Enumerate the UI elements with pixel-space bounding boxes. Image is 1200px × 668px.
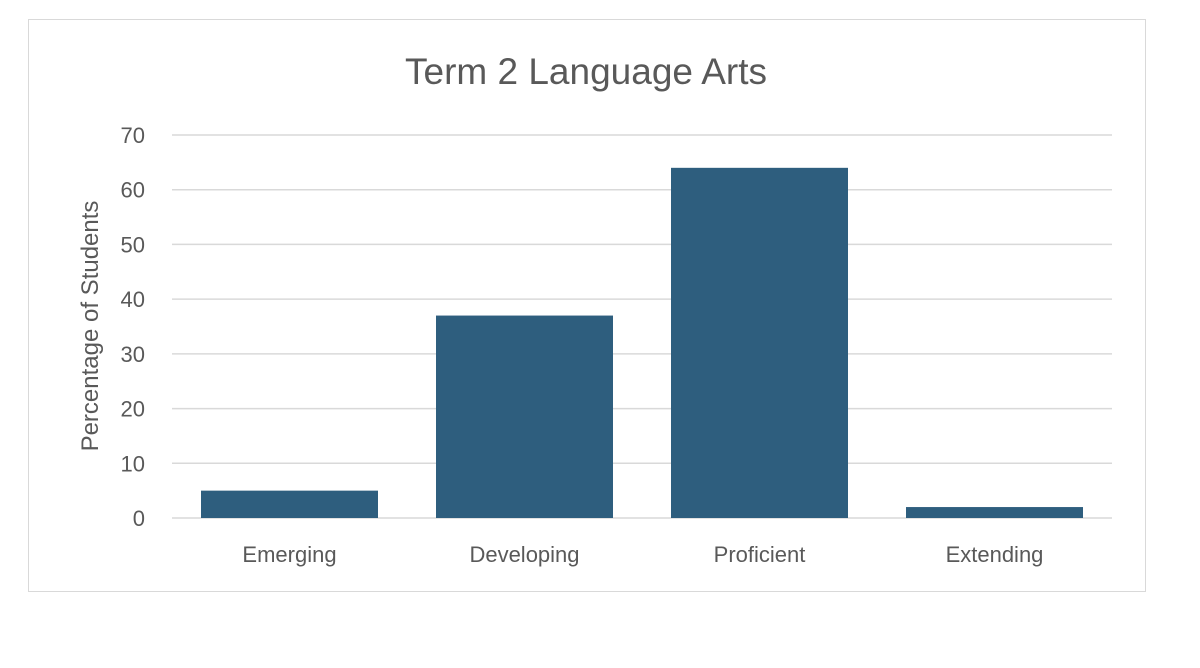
bar-developing	[436, 315, 613, 518]
bar-proficient	[671, 167, 848, 519]
y-axis-label: Percentage of Students	[77, 201, 104, 452]
x-tick-label: Emerging	[242, 542, 336, 567]
y-tick-label: 70	[121, 123, 145, 148]
x-tick-label: Proficient	[714, 542, 806, 567]
x-tick-label: Developing	[469, 542, 579, 567]
y-tick-label: 10	[121, 451, 145, 476]
bar-emerging	[201, 490, 378, 518]
y-tick-label: 50	[121, 232, 145, 257]
y-tick-label: 60	[121, 178, 145, 203]
x-axis-ticks: Emerging Developing Proficient Extending	[242, 542, 1043, 567]
x-tick-label: Extending	[946, 542, 1044, 567]
y-axis-ticks: 0 10 20 30 40 50 60 70	[121, 123, 145, 531]
gridlines	[172, 134, 1112, 519]
bar-extending	[906, 507, 1083, 518]
y-tick-label: 0	[133, 506, 145, 531]
y-tick-label: 20	[121, 397, 145, 422]
y-tick-label: 30	[121, 342, 145, 367]
bars	[201, 167, 1083, 519]
y-tick-label: 40	[121, 287, 145, 312]
chart-title: Term 2 Language Arts	[405, 51, 767, 92]
